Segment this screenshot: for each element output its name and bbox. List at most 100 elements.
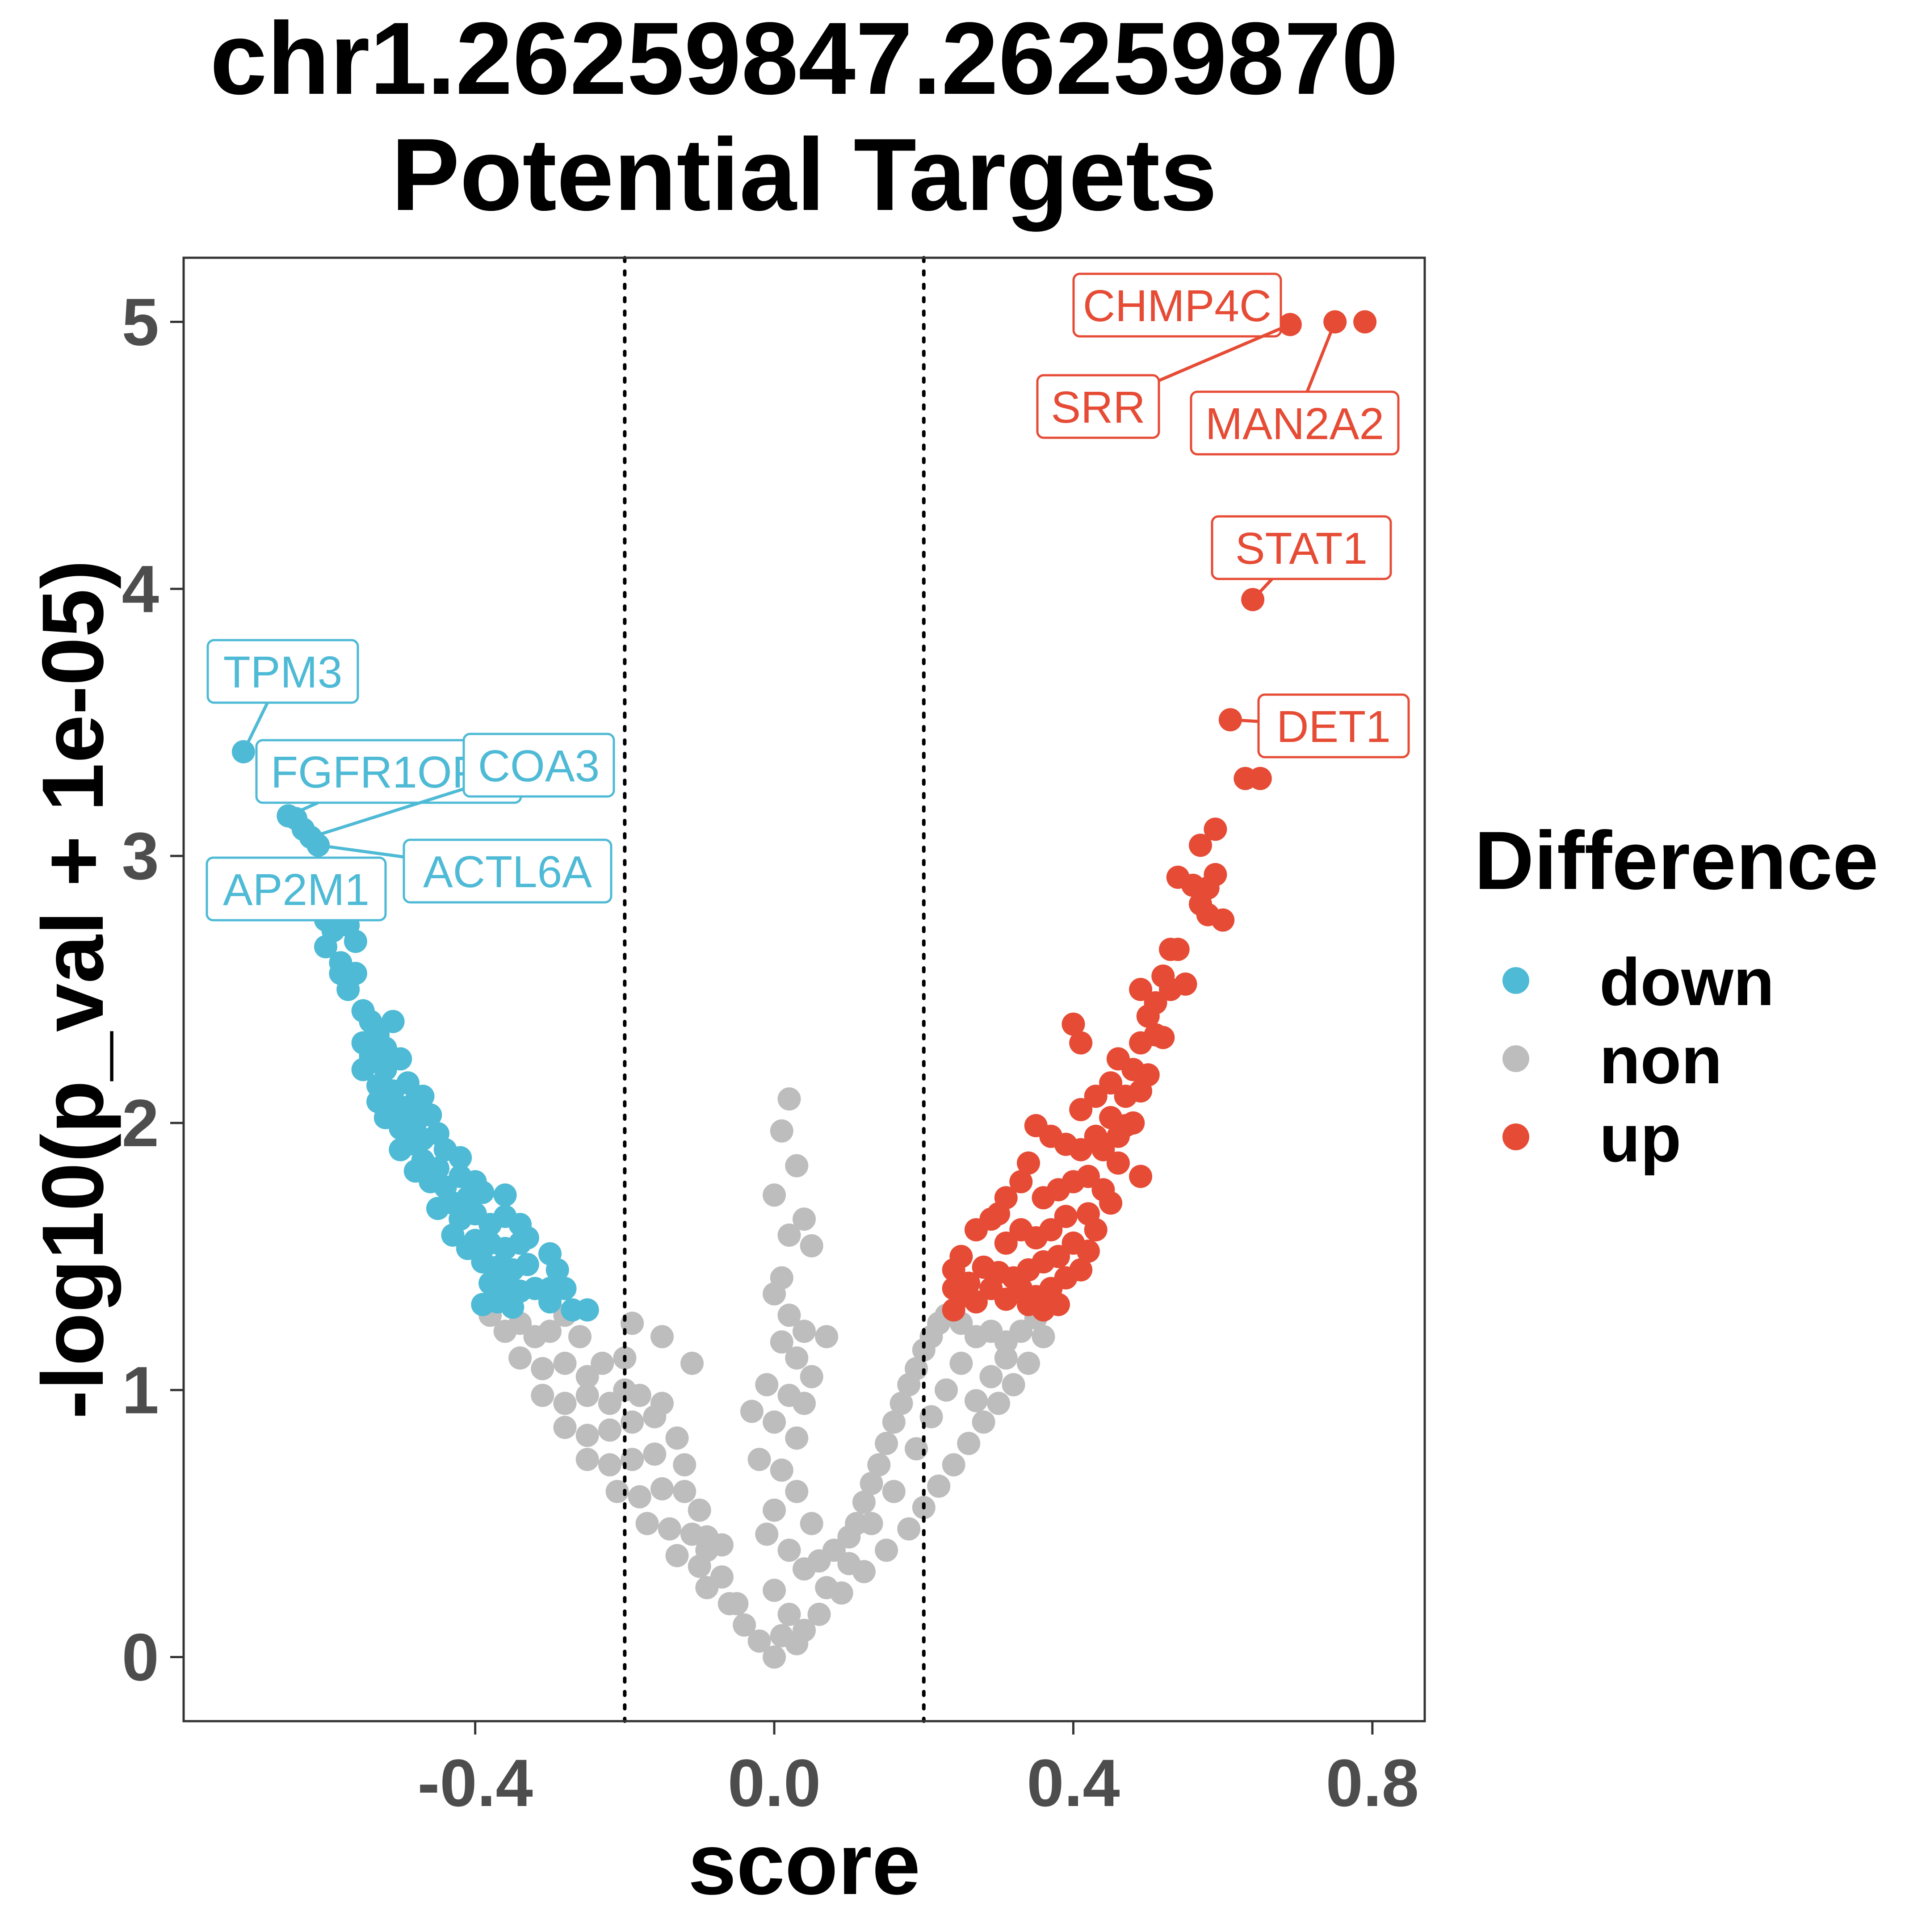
annotation-ap2m1: AP2M1 [206, 856, 387, 922]
y-tick-label: 3 [122, 818, 159, 893]
point-non [957, 1432, 981, 1455]
point-non [763, 1183, 786, 1207]
point-up [1121, 1111, 1145, 1135]
point-non [553, 1391, 577, 1415]
point-non [927, 1474, 951, 1498]
point-non [882, 1479, 906, 1503]
point-non [763, 1282, 786, 1306]
point-up [1151, 1026, 1175, 1049]
point-non [800, 1365, 823, 1388]
point-non [688, 1555, 711, 1578]
point-up [979, 1277, 1003, 1300]
x-tick-label: 0.0 [728, 1745, 821, 1820]
point-up [972, 1255, 995, 1279]
annotation-label: SRR [1051, 382, 1145, 432]
point-up [1129, 1165, 1153, 1188]
annotation-label: MAN2A2 [1205, 399, 1384, 449]
annotation-label: STAT1 [1235, 524, 1368, 574]
legend-key-non [1502, 1045, 1529, 1072]
annotation-box [403, 838, 613, 904]
point-down [366, 1090, 390, 1114]
annotation-label: AP2M1 [223, 865, 369, 915]
point-down [344, 930, 367, 953]
point-up [1069, 1098, 1093, 1121]
point-down [553, 1277, 577, 1300]
point-down [449, 1146, 472, 1169]
annotation-label: CHMP4C [1083, 281, 1271, 331]
point-non [875, 1538, 898, 1562]
point-non [575, 1448, 599, 1471]
point-non [860, 1512, 883, 1535]
point-non [785, 1426, 809, 1450]
annotation-chmp4c: CHMP4C [1072, 272, 1291, 338]
y-axis: 0 1 2 3 4 5 [122, 284, 184, 1695]
point-non [763, 1410, 786, 1434]
annotation-box [1257, 693, 1410, 759]
point-non [949, 1351, 973, 1375]
point-down [426, 1197, 449, 1220]
point-up [1076, 1239, 1100, 1263]
point-non [538, 1320, 562, 1343]
legend-label-down: down [1599, 944, 1775, 1019]
point-non [695, 1576, 719, 1600]
annotation-connector [310, 787, 465, 839]
chart-title-line2: Potential Targets [391, 117, 1217, 232]
point-up [1136, 1004, 1160, 1028]
annotation-label: COA3 [478, 741, 600, 791]
point-non [673, 1453, 696, 1477]
point-non [777, 1303, 801, 1327]
point-up [1091, 1178, 1115, 1202]
point-down [471, 1181, 495, 1204]
point-non [643, 1442, 667, 1466]
point-non [755, 1522, 779, 1546]
point-up [1069, 1031, 1093, 1055]
point-down [493, 1183, 517, 1207]
point-up [1129, 978, 1153, 1001]
point-non [815, 1576, 839, 1600]
point-up [1032, 1186, 1055, 1210]
point-non [837, 1552, 861, 1576]
legend-key-down [1502, 967, 1529, 994]
y-tick-label: 5 [122, 284, 159, 359]
point-up [942, 1258, 965, 1282]
point-up [1211, 908, 1235, 932]
point-non [777, 1602, 801, 1626]
point-non [905, 1357, 928, 1380]
x-tick-label: 0.8 [1326, 1745, 1419, 1820]
annotation-box [1072, 272, 1282, 338]
annotation-connector [242, 702, 269, 753]
annotation-actl6a: ACTL6A [318, 838, 613, 904]
point-non [770, 1330, 793, 1354]
point-non [785, 1154, 809, 1178]
point-non [777, 1087, 801, 1111]
annotation-box [206, 856, 387, 922]
point-non [882, 1410, 906, 1434]
point-down [389, 1138, 412, 1161]
point-up [1278, 313, 1302, 336]
point-non [1032, 1325, 1055, 1349]
point-non [822, 1538, 846, 1562]
point-non [897, 1517, 921, 1541]
point-non [763, 1579, 786, 1602]
point-down [396, 1071, 420, 1095]
point-non [755, 1373, 779, 1396]
point-non [665, 1544, 689, 1567]
point-non [785, 1479, 809, 1503]
point-non [875, 1432, 898, 1455]
annotation-box [206, 639, 359, 704]
annotation-stat1: STAT1 [1211, 515, 1392, 601]
point-down [306, 834, 330, 857]
point-down [411, 1085, 435, 1108]
x-tick-label: 0.4 [1027, 1745, 1120, 1820]
point-non [800, 1234, 823, 1257]
legend-key-up [1502, 1123, 1529, 1150]
point-non [553, 1416, 577, 1439]
point-non [987, 1391, 1011, 1415]
point-non [1009, 1320, 1033, 1343]
point-non [979, 1365, 1003, 1388]
point-down [575, 1298, 599, 1322]
point-non [747, 1448, 771, 1471]
annotation-connector [1230, 718, 1259, 723]
point-non [1002, 1373, 1025, 1396]
point-up [1024, 1114, 1048, 1137]
